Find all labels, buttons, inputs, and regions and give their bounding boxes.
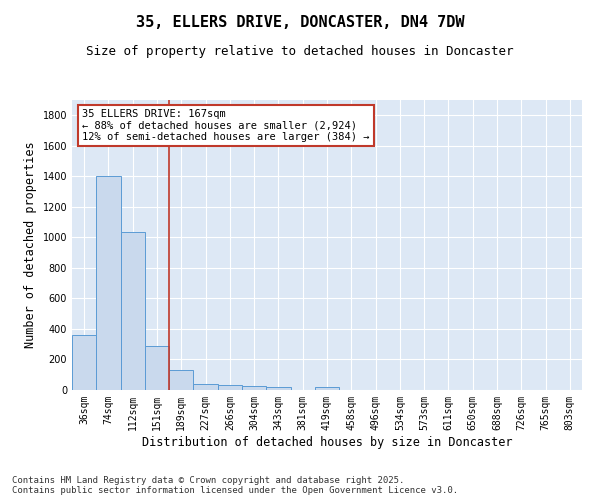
Bar	[145, 346, 169, 390]
Text: Size of property relative to detached houses in Doncaster: Size of property relative to detached ho…	[86, 45, 514, 58]
Bar	[218, 384, 242, 390]
Bar	[96, 176, 121, 390]
Bar	[193, 384, 218, 390]
Bar	[315, 388, 339, 390]
Text: Contains HM Land Registry data © Crown copyright and database right 2025.
Contai: Contains HM Land Registry data © Crown c…	[12, 476, 458, 495]
Text: 35, ELLERS DRIVE, DONCASTER, DN4 7DW: 35, ELLERS DRIVE, DONCASTER, DN4 7DW	[136, 15, 464, 30]
Text: 35 ELLERS DRIVE: 167sqm
← 88% of detached houses are smaller (2,924)
12% of semi: 35 ELLERS DRIVE: 167sqm ← 88% of detache…	[82, 108, 370, 142]
Bar	[169, 370, 193, 390]
X-axis label: Distribution of detached houses by size in Doncaster: Distribution of detached houses by size …	[142, 436, 512, 448]
Bar	[72, 335, 96, 390]
Y-axis label: Number of detached properties: Number of detached properties	[24, 142, 37, 348]
Bar	[242, 386, 266, 390]
Bar	[121, 232, 145, 390]
Bar	[266, 388, 290, 390]
